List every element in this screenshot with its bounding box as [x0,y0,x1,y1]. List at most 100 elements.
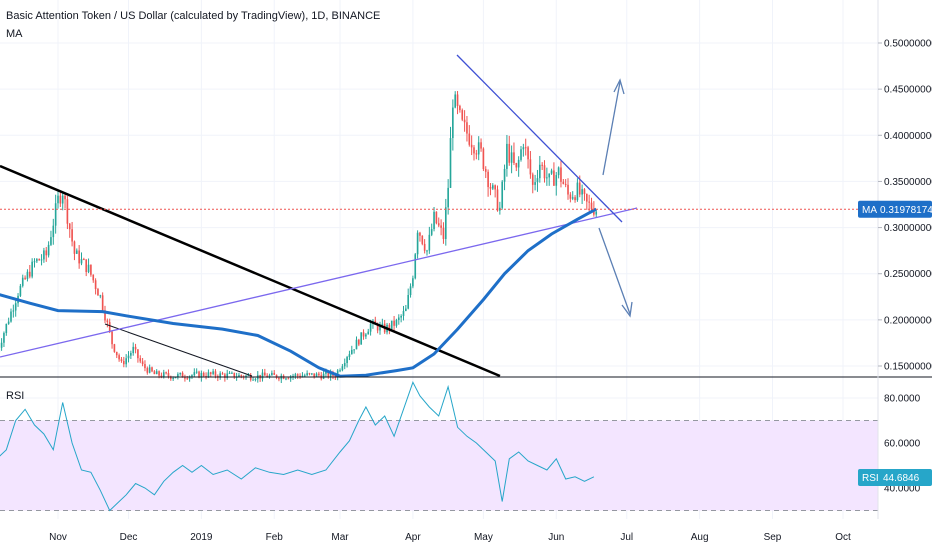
candle-body [247,374,250,376]
candle-body [416,232,419,255]
candle-body [369,323,372,332]
candle-body [193,372,196,376]
candle-body [470,144,473,148]
candle-body [125,358,127,365]
candle-body [426,250,428,252]
x-tick-label: 2019 [190,532,213,543]
rsi-pane-label[interactable]: RSI [6,390,25,402]
x-tick-label: Jul [620,532,633,543]
candle-body [454,94,457,108]
candle-body [395,319,398,326]
price-scale[interactable]: 0.50000000 0.45000000 0.40000000 0.35000000… [878,39,932,373]
candle-body [104,310,106,321]
rsi-band [0,420,878,511]
candle-body [585,193,588,202]
candle-body [115,351,118,356]
time-scale[interactable]: Nov Dec 2019 Feb Mar Apr May Jun Jul Aug Sep Oct [49,532,851,543]
trendline-drawings[interactable] [0,54,638,378]
candle-body [423,243,426,251]
small-downtrend-line [104,323,253,377]
y-tick-label: 0.30000000 [884,223,932,234]
candle-body [517,159,520,168]
rsi-scale[interactable]: 80.0000 60.0000 40.0000 [884,394,921,495]
candle-body [120,359,123,361]
candle-body [501,181,504,208]
candle-body [127,355,130,359]
rsi-tick-label: 80.0000 [884,394,921,405]
candle-body [491,185,494,189]
candle-body [440,225,442,228]
candle-body [365,334,367,337]
y-tick-label: 0.20000000 [884,315,932,326]
candle-body [45,250,48,256]
candle-body [355,339,358,350]
candle-body [555,175,558,186]
candle-body [66,199,69,224]
candle-body [477,142,480,155]
y-tick-label: 0.15000000 [884,362,932,373]
candle-body [550,170,553,174]
breakout-arrow-up [602,81,621,176]
candle-body [134,346,137,350]
candle-body [101,295,104,311]
candle-body [341,366,344,371]
candle-body [19,285,22,296]
candle-body [59,195,62,204]
candle-body [534,182,536,185]
candle-body [299,375,301,378]
x-tick-label: Dec [120,532,138,543]
candle-body [578,182,581,195]
candle-body [177,374,179,378]
candle-body [57,195,59,204]
candle-body [209,372,212,374]
candle-body [522,147,525,150]
indicator-label[interactable]: MA [6,28,23,40]
candle-body [506,143,508,169]
candle-body [588,201,590,203]
candle-body [54,203,57,226]
candle-body [78,250,80,264]
candle-body [489,187,492,189]
candle-body [144,364,146,369]
candle-body [97,289,99,296]
candle-body [3,333,5,343]
candle-body [433,211,435,230]
candle-body [155,371,158,375]
candle-body [7,321,10,324]
candle-body [148,367,151,373]
candle-body [473,147,475,154]
x-tick-label: Oct [835,532,851,543]
resistance-trendline [456,54,623,223]
candle-body [240,375,243,377]
candle-body [412,278,414,287]
candle-body [379,324,381,331]
candle-body [130,353,132,356]
candle-body [231,372,233,374]
candle-body [92,274,95,281]
candle-body [233,372,236,378]
candle-body [83,259,85,261]
x-tick-label: May [474,532,493,543]
rsi-badge: RSI 44.6846 [858,468,932,486]
arrow-down-head [621,301,633,318]
candle-body [449,138,452,188]
candle-body [515,163,518,168]
x-tick-label: Feb [266,532,284,543]
candle-body [12,310,15,312]
candle-body [567,184,569,195]
candle-body [273,372,276,375]
candle-body [132,346,135,354]
ma-badge-label: MA [862,205,877,216]
candle-body [292,375,294,377]
candle-body [538,164,541,179]
candle-body [200,372,203,378]
candle-body [186,378,189,380]
candle-body [188,376,191,379]
candle-body [583,189,586,194]
x-tick-label: Mar [331,532,349,543]
x-tick-label: Apr [405,532,421,543]
candle-body [94,280,97,290]
candle-body [268,375,271,378]
candle-body [31,261,33,277]
